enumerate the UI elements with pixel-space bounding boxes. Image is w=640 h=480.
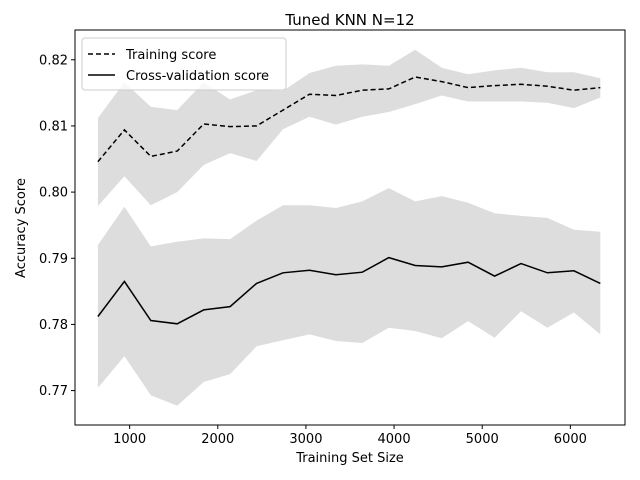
- y-tick-label: 0.80: [39, 186, 68, 201]
- x-tick-label: 3000: [289, 432, 322, 447]
- x-tick-label: 4000: [378, 432, 411, 447]
- x-axis-ticks: 1000 2000 3000 4000 5000 6000: [113, 425, 587, 447]
- x-tick-label: 1000: [113, 432, 146, 447]
- plot-area-frame: [74, 29, 626, 426]
- legend-box: [81, 37, 287, 91]
- series-0-line: [97, 76, 601, 163]
- x-tick-label: 2000: [201, 432, 234, 447]
- y-tick-label: 0.79: [39, 252, 68, 267]
- score-lines: [97, 76, 601, 325]
- series-1-line: [97, 256, 601, 325]
- y-tick-label: 0.82: [39, 53, 68, 68]
- y-tick-label: 0.77: [39, 384, 68, 399]
- x-tick-label: 5000: [466, 432, 499, 447]
- y-tick-label: 0.81: [39, 119, 68, 134]
- y-axis-label: Accuracy Score: [14, 178, 29, 278]
- x-tick-label: 6000: [554, 432, 587, 447]
- x-axis-label: Training Set Size: [295, 451, 404, 466]
- legend-cv-label: Cross-validation score: [126, 69, 269, 84]
- y-tick-label: 0.78: [39, 318, 68, 333]
- chart-title: Tuned KNN N=12: [284, 11, 414, 29]
- y-axis-ticks: 0.77 0.78 0.79 0.80 0.81 0.82: [39, 53, 75, 399]
- score-std-bands: [97, 49, 601, 406]
- legend-training-label: Training score: [125, 48, 216, 63]
- legend: Training score Cross-validation score: [81, 37, 287, 91]
- series-1-std-band: [97, 188, 601, 406]
- series-0-std-band: [97, 49, 601, 206]
